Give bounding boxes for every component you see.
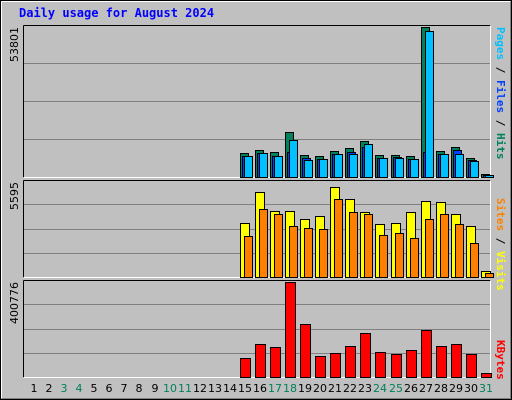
sites-bar-27: [425, 219, 434, 278]
legend-files: Files: [494, 80, 507, 114]
day-label-26: 26: [404, 382, 418, 395]
pages-bar-27: [425, 31, 434, 178]
kbytes-bar-20: [315, 356, 326, 378]
sites-bar-16: [259, 209, 268, 278]
sites-bar-19: [304, 228, 313, 278]
day-label-2: 2: [45, 382, 53, 395]
day-label-13: 13: [208, 382, 222, 395]
sites-bar-20: [319, 229, 328, 278]
kbytes-bar-29: [451, 344, 462, 378]
pages-bar-29: [455, 154, 464, 178]
sites-bar-23: [364, 214, 373, 278]
pages-bar-19: [304, 160, 313, 178]
kbytes-bar-23: [360, 333, 371, 378]
day-label-1: 1: [30, 382, 38, 395]
pages-bar-31: [485, 175, 494, 178]
kbytes-bar-15: [240, 358, 251, 378]
day-label-22: 22: [343, 382, 357, 395]
pages-bar-18: [289, 140, 298, 178]
day-label-4: 4: [75, 382, 83, 395]
kbytes-legend: KBytes: [494, 340, 507, 380]
kbytes-bar-30: [466, 354, 477, 378]
sites-bar-29: [455, 224, 464, 278]
kbytes-bar-27: [421, 330, 432, 378]
pages-bar-17: [274, 156, 283, 178]
day-label-14: 14: [223, 382, 237, 395]
kbytes-bar-18: [285, 282, 296, 378]
day-label-23: 23: [358, 382, 372, 395]
legend-hits: Hits: [494, 133, 507, 160]
hits-max-label: 53801: [8, 27, 21, 62]
day-label-29: 29: [449, 382, 463, 395]
kbytes-bar-21: [330, 353, 341, 378]
sites-bar-24: [379, 235, 388, 278]
kbytes-bar-19: [300, 324, 311, 378]
kbytes-max-label: 400776: [8, 282, 21, 324]
legend-sites: Sites: [494, 198, 507, 232]
pages-bar-22: [349, 154, 358, 178]
sites-bar-25: [395, 233, 404, 278]
day-label-27: 27: [419, 382, 433, 395]
kbytes-bar-16: [255, 344, 266, 378]
day-label-11: 11: [178, 382, 192, 395]
pages-bar-23: [364, 144, 373, 178]
sites-bar-26: [410, 238, 419, 278]
day-label-28: 28: [434, 382, 448, 395]
day-label-6: 6: [105, 382, 113, 395]
hits-legend: Pages / Files / Hits: [494, 27, 507, 160]
sites-bar-31: [485, 273, 494, 278]
day-label-15: 15: [238, 382, 252, 395]
kbytes-bar-17: [270, 347, 281, 378]
day-label-10: 10: [163, 382, 177, 395]
sites-bar-18: [289, 226, 298, 278]
day-label-31: 31: [479, 382, 493, 395]
legend-visits: Visits: [494, 251, 507, 291]
visits-max-label: 5595: [8, 182, 21, 210]
kbytes-bar-28: [436, 346, 447, 378]
day-label-9: 9: [151, 382, 159, 395]
chart-title: Daily usage for August 2024: [19, 6, 215, 20]
day-label-18: 18: [283, 382, 297, 395]
sites-bar-15: [244, 236, 253, 278]
kbytes-bar-25: [391, 354, 402, 378]
day-label-21: 21: [328, 382, 342, 395]
day-label-20: 20: [313, 382, 327, 395]
day-label-25: 25: [389, 382, 403, 395]
day-label-5: 5: [90, 382, 98, 395]
pages-bar-25: [395, 158, 404, 178]
sites-bar-30: [470, 243, 479, 278]
pages-bar-16: [259, 153, 268, 178]
pages-bar-28: [440, 154, 449, 178]
day-label-7: 7: [120, 382, 128, 395]
pages-bar-24: [379, 158, 388, 178]
sites-bar-22: [349, 212, 358, 278]
day-label-30: 30: [464, 382, 478, 395]
legend-kbytes: KBytes: [494, 340, 507, 380]
sites-bar-21: [334, 199, 343, 278]
sites-bar-17: [274, 214, 283, 278]
pages-bar-20: [319, 159, 328, 178]
sites-bar-28: [440, 214, 449, 278]
day-label-16: 16: [253, 382, 267, 395]
visits-legend: Sites / Visits: [494, 198, 507, 291]
kbytes-bar-24: [375, 352, 386, 378]
pages-bar-30: [470, 161, 479, 178]
kbytes-bar-31: [481, 373, 492, 378]
legend-pages: Pages: [494, 27, 507, 61]
day-label-24: 24: [373, 382, 387, 395]
day-label-12: 12: [193, 382, 207, 395]
pages-bar-26: [410, 159, 419, 178]
pages-bar-21: [334, 154, 343, 178]
day-label-8: 8: [135, 382, 143, 395]
kbytes-bar-26: [406, 350, 417, 378]
day-label-17: 17: [268, 382, 282, 395]
day-label-19: 19: [298, 382, 312, 395]
pages-bar-15: [244, 156, 253, 178]
kbytes-bar-22: [345, 346, 356, 378]
day-label-3: 3: [60, 382, 68, 395]
